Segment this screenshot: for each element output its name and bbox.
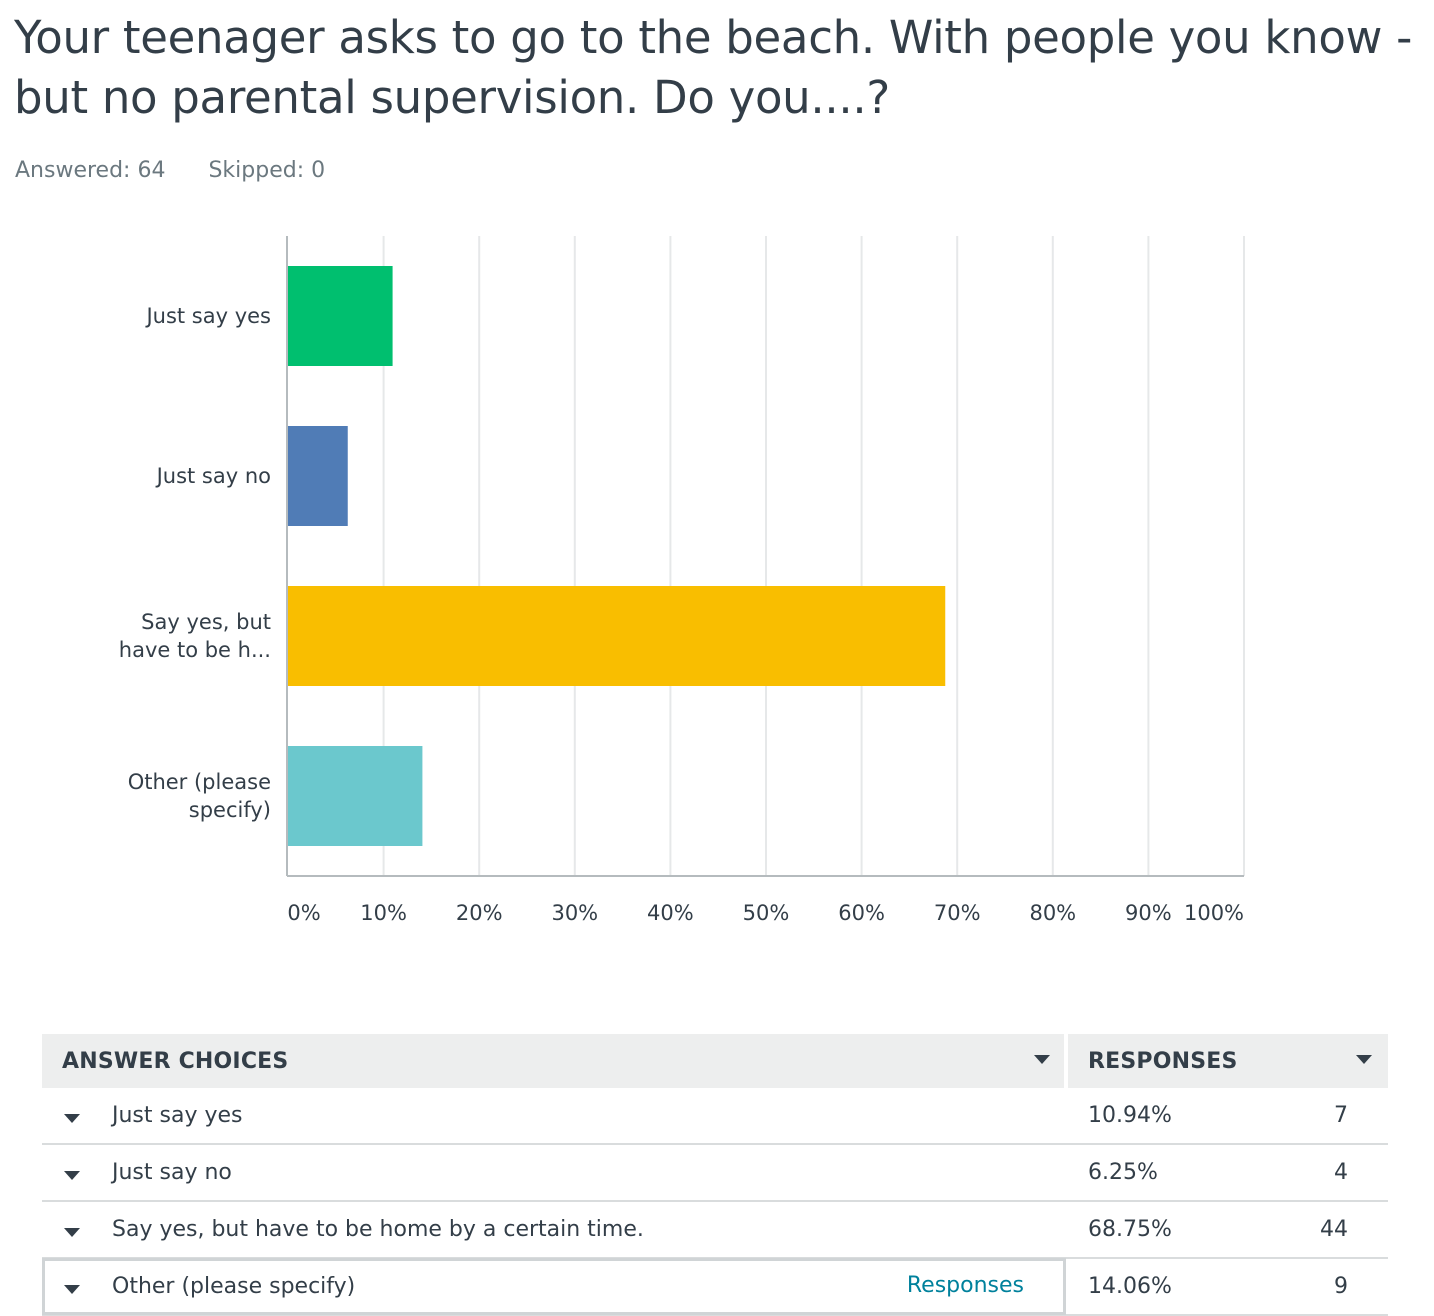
category-label: have to be h...: [119, 638, 271, 662]
sort-caret-icon[interactable]: [1034, 1055, 1050, 1064]
x-tick-label: 80%: [1029, 901, 1076, 925]
bar[interactable]: [288, 746, 423, 846]
bar[interactable]: [288, 266, 393, 366]
x-tick-label: 60%: [838, 901, 885, 925]
percent-cell: 6.25%: [1066, 1144, 1263, 1202]
expand-caret-icon[interactable]: [64, 1285, 80, 1294]
answer-table: ANSWER CHOICES RESPONSES Just say yes 10…: [42, 1034, 1388, 1316]
x-tick-label: 50%: [743, 901, 790, 925]
bar[interactable]: [288, 426, 348, 526]
x-tick-label: 100%: [1184, 901, 1244, 925]
x-tick-label: 20%: [456, 901, 503, 925]
responses-header[interactable]: RESPONSES: [1066, 1034, 1388, 1088]
choice-cell: Say yes, but have to be home by a certai…: [42, 1201, 1066, 1259]
answered-count: Answered: 64: [15, 158, 166, 183]
skipped-count: Skipped: 0: [208, 158, 326, 183]
category-label: Just say no: [155, 464, 271, 488]
percent-cell: 14.06%: [1066, 1258, 1263, 1316]
category-label: Just say yes: [144, 304, 271, 328]
x-tick-label: 0%: [287, 901, 320, 925]
percent-cell: 10.94%: [1066, 1088, 1263, 1145]
x-tick-label: 10%: [360, 901, 407, 925]
answer-choices-header[interactable]: ANSWER CHOICES: [42, 1034, 1068, 1088]
x-tick-label: 40%: [647, 901, 694, 925]
responses-header-label: RESPONSES: [1088, 1048, 1238, 1074]
table-row: Just say no 6.25% 4: [42, 1144, 1388, 1202]
responses-link[interactable]: Responses: [906, 1273, 1024, 1298]
category-label: Other (please: [128, 770, 271, 794]
count-cell: 7: [1262, 1088, 1388, 1145]
expand-caret-icon[interactable]: [64, 1171, 80, 1180]
choice-label: Just say no: [112, 1160, 232, 1185]
choice-cell: Just say no: [42, 1144, 1066, 1202]
sort-caret-icon[interactable]: [1356, 1055, 1372, 1064]
table-row: Just say yes 10.94% 7: [42, 1088, 1388, 1145]
choice-cell: Just say yes: [42, 1088, 1066, 1145]
bar-chart: 0% 10% 20% 30% 40% 50% 60% 70% 80% 90% 100% Just sa…: [119, 236, 1245, 925]
choice-label: Other (please specify): [112, 1274, 356, 1299]
choice-label: Just say yes: [112, 1103, 243, 1128]
x-tick-label: 30%: [551, 901, 598, 925]
bar[interactable]: [288, 586, 946, 686]
response-stats: Answered: 64 Skipped: 0: [15, 158, 361, 183]
count-cell: 44: [1262, 1201, 1388, 1259]
table-header-row: ANSWER CHOICES RESPONSES: [42, 1034, 1388, 1088]
x-tick-label: 90%: [1125, 901, 1172, 925]
table-row: Other (please specify) Responses 14.06% …: [42, 1258, 1388, 1316]
count-cell: 9: [1262, 1258, 1388, 1316]
choice-label: Say yes, but have to be home by a certai…: [112, 1217, 644, 1242]
table-row: Say yes, but have to be home by a certai…: [42, 1201, 1388, 1259]
percent-cell: 68.75%: [1066, 1201, 1263, 1259]
count-cell: 4: [1262, 1144, 1388, 1202]
category-label: specify): [189, 798, 271, 822]
answer-choices-header-label: ANSWER CHOICES: [62, 1048, 289, 1074]
choice-cell: Other (please specify) Responses: [42, 1258, 1066, 1316]
expand-caret-icon[interactable]: [64, 1114, 80, 1123]
x-tick-label: 70%: [934, 901, 981, 925]
question-title: Your teenager asks to go to the beach. W…: [14, 11, 1413, 124]
expand-caret-icon[interactable]: [64, 1228, 80, 1237]
category-label: Say yes, but: [141, 610, 271, 634]
